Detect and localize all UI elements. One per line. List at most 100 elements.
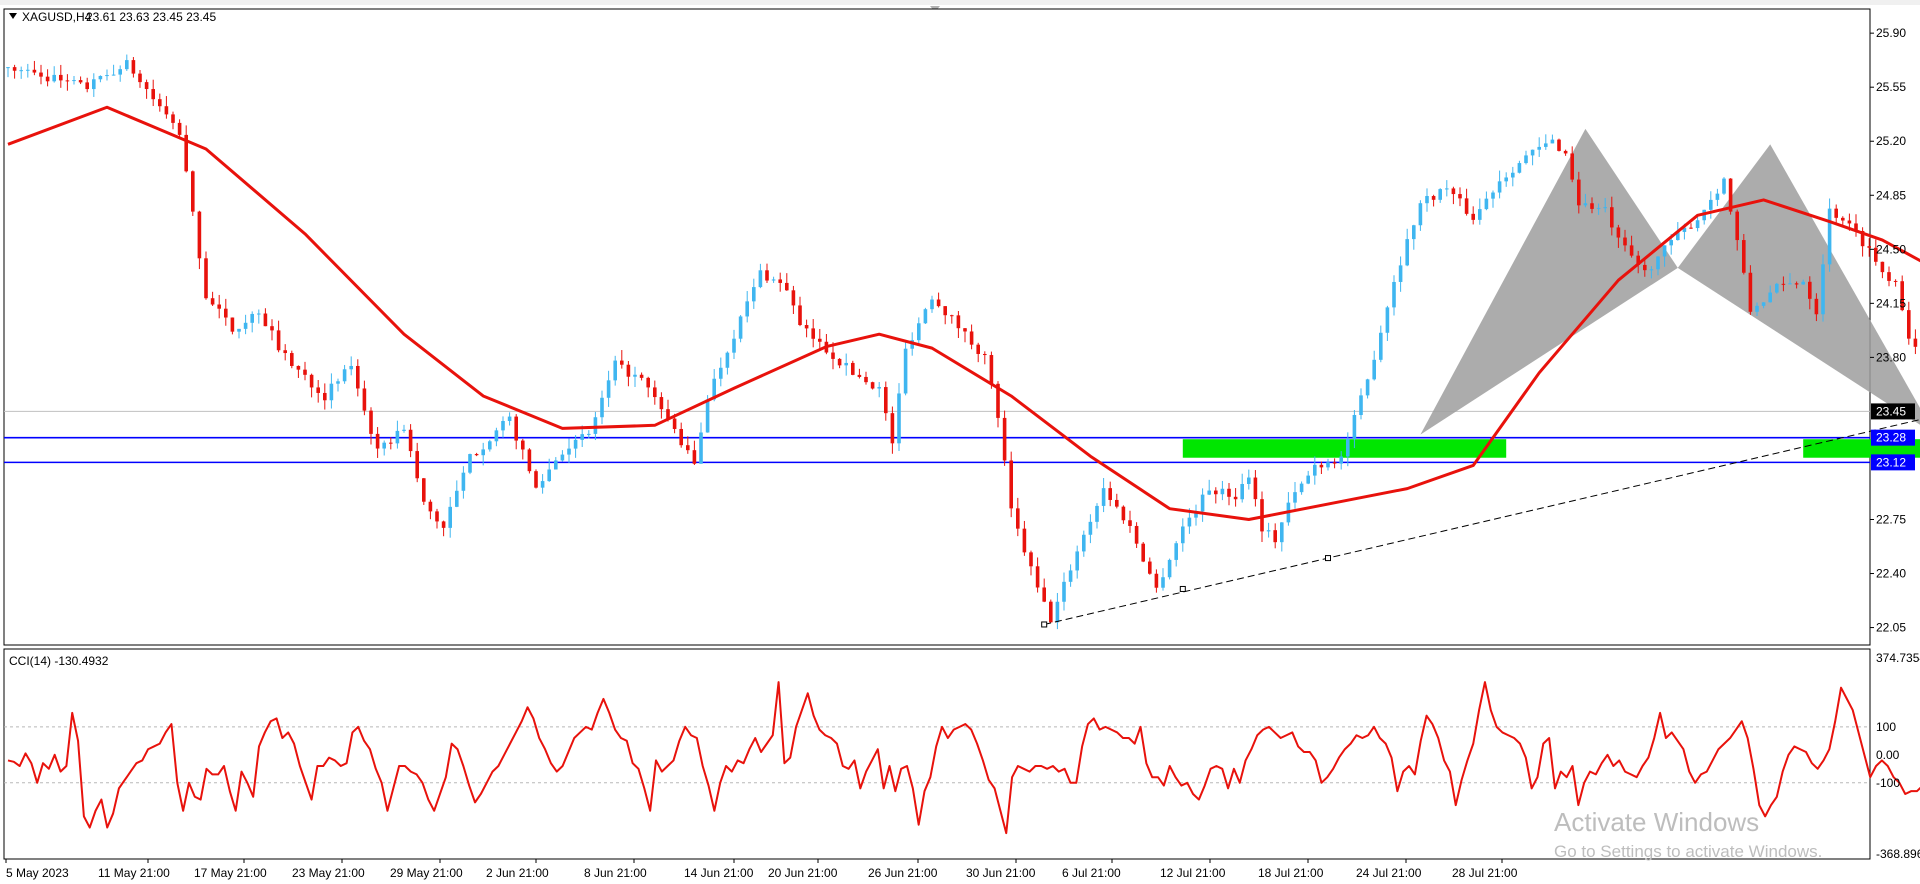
candle-body: [323, 392, 327, 401]
candle-body: [1306, 475, 1310, 484]
candle-body: [395, 430, 400, 444]
candle-body: [963, 328, 967, 332]
candle-body: [712, 378, 716, 400]
candle-body: [791, 290, 796, 306]
candle-body: [415, 451, 419, 479]
candle-body: [1385, 307, 1390, 333]
candle-body: [1616, 227, 1621, 238]
candle-body: [534, 471, 538, 488]
candle-body: [507, 416, 512, 421]
candle-body: [1544, 143, 1548, 147]
candle-body: [111, 74, 116, 76]
candle-body: [1768, 292, 1772, 303]
candle-body: [1563, 150, 1568, 154]
candle-body: [1643, 264, 1647, 271]
candle-body: [26, 69, 30, 71]
time-tick-label: 6 Jul 21:00: [1062, 866, 1121, 880]
horizontal-levels: [4, 410, 1870, 464]
candle-body: [105, 75, 109, 77]
cci-tick-label: 0.00: [1876, 748, 1900, 762]
candle-body: [1471, 213, 1475, 220]
candle-body: [1458, 194, 1462, 199]
symbol-dropdown-icon[interactable]: [9, 13, 17, 19]
candle-body: [1834, 208, 1838, 218]
candle-body: [1709, 199, 1713, 210]
cci-axis: 374.7354 100 0.00 -100 -368.8963: [1876, 651, 1920, 861]
candle-body: [1214, 490, 1218, 495]
candle-body: [171, 114, 175, 123]
candle-body: [1438, 189, 1442, 200]
candle-body: [547, 469, 551, 482]
candle-body: [1016, 508, 1020, 529]
candle-body: [1794, 283, 1799, 285]
candle-body: [983, 353, 987, 356]
candle-body: [1055, 601, 1060, 623]
candle-body: [540, 481, 545, 488]
candle-body: [1088, 521, 1093, 535]
candle-body: [1722, 178, 1726, 194]
time-tick-label: 30 Jun 21:00: [966, 866, 1036, 880]
candle-body: [580, 434, 584, 440]
candle-body: [1101, 488, 1106, 506]
candle-body: [72, 80, 76, 82]
candle-body: [19, 70, 23, 72]
candle-body: [831, 352, 835, 359]
time-tick-label: 24 Jul 21:00: [1356, 866, 1422, 880]
candle-body: [1583, 203, 1588, 206]
price-tick-label: 25.20: [1876, 134, 1906, 148]
candle-body: [448, 506, 452, 528]
candle-body: [1220, 488, 1225, 495]
candle-body: [191, 171, 195, 212]
candle-body: [1412, 225, 1416, 240]
candle-body: [1775, 283, 1779, 293]
candle-body: [151, 89, 155, 100]
candle-body: [441, 521, 446, 528]
candle-body: [1669, 240, 1673, 246]
candle-body: [1233, 496, 1238, 500]
candle-body: [864, 376, 868, 383]
price-tags: 23.45 23.28 23.12: [1871, 403, 1915, 471]
candle-body: [1154, 573, 1159, 588]
candle-body: [1596, 207, 1601, 209]
candle-body: [1253, 477, 1258, 500]
candle-body: [1728, 178, 1733, 212]
candle-body: [1570, 153, 1574, 180]
candle-body: [164, 106, 169, 115]
trendline[interactable]: [1041, 317, 1920, 628]
candle-body: [1332, 462, 1337, 464]
candle-body: [771, 279, 776, 281]
candle-body: [1557, 139, 1561, 151]
price-tick-label: 22.40: [1876, 567, 1906, 581]
cci-panel[interactable]: 374.7354 100 0.00 -100 -368.8963 CCI(14) -13…: [3, 648, 1920, 861]
candle-body: [131, 60, 136, 74]
candle-body: [243, 322, 248, 329]
candle-body: [1359, 395, 1363, 416]
price-tag-bg-2: [1871, 454, 1915, 471]
candle-body: [1860, 230, 1865, 247]
candle-body: [1662, 245, 1667, 257]
candle-body: [1207, 490, 1211, 495]
candle-body: [1874, 247, 1878, 262]
candle-body: [204, 258, 208, 299]
candle-body: [1035, 566, 1040, 588]
candle-body: [930, 299, 934, 310]
candle-body: [633, 374, 637, 377]
zone-0: [1182, 439, 1507, 458]
candle-body: [1240, 483, 1244, 500]
candle-body: [1082, 534, 1086, 552]
time-tick-label: 17 May 21:00: [194, 866, 267, 880]
candle-body: [356, 365, 360, 389]
candle-body: [514, 416, 518, 441]
candle-body: [1029, 552, 1033, 567]
price-panel[interactable]: 23.45 23.28 23.12 25.90 25.55 25.20 24.85 24.5…: [3, 8, 1920, 646]
candle-body: [950, 315, 954, 317]
price-tick-label: 23.80: [1876, 350, 1906, 364]
candle-body: [1748, 272, 1753, 312]
time-tick-label: 5 May 2023: [6, 866, 69, 880]
candle-body: [375, 433, 380, 449]
candle-body: [989, 355, 994, 384]
candle-body: [230, 317, 235, 332]
candle-body: [402, 429, 406, 431]
candle-body: [1577, 179, 1581, 206]
